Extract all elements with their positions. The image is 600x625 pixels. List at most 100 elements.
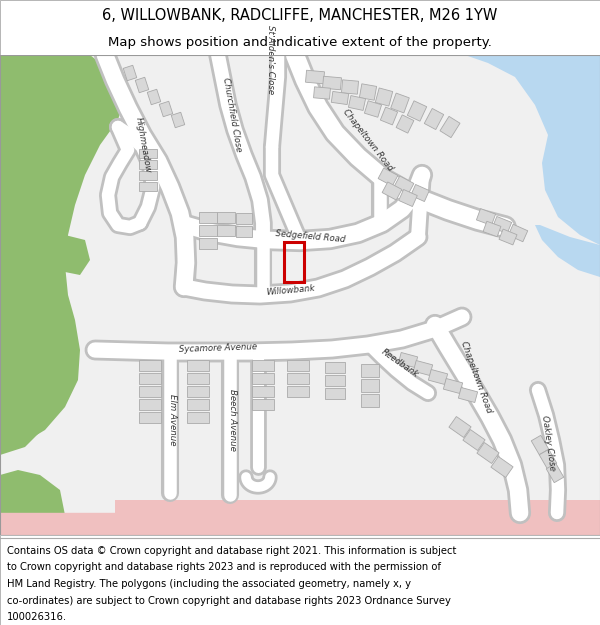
Bar <box>147 89 161 105</box>
Bar <box>139 386 161 396</box>
Bar <box>531 436 549 454</box>
Bar <box>252 359 274 371</box>
Bar <box>378 168 398 186</box>
Bar <box>187 386 209 396</box>
Bar <box>382 182 402 200</box>
Polygon shape <box>0 357 55 455</box>
Text: Sedgefield Road: Sedgefield Road <box>275 229 346 244</box>
Bar <box>139 399 161 409</box>
Bar <box>443 379 463 394</box>
Text: Beech Avenue: Beech Avenue <box>227 389 236 451</box>
Bar <box>483 221 501 237</box>
Bar <box>428 369 448 384</box>
Text: St Aiden's Close: St Aiden's Close <box>265 26 275 94</box>
Bar <box>135 78 149 92</box>
Bar <box>440 116 460 138</box>
Bar <box>424 109 444 129</box>
Bar <box>252 399 274 409</box>
Polygon shape <box>535 225 600 277</box>
Text: co-ordinates) are subject to Crown copyright and database rights 2023 Ordnance S: co-ordinates) are subject to Crown copyr… <box>7 596 451 606</box>
Bar <box>341 80 359 94</box>
Bar <box>187 399 209 409</box>
Text: Chapeltown Road: Chapeltown Road <box>341 107 395 172</box>
Bar <box>314 87 331 99</box>
Bar <box>396 115 414 133</box>
Bar <box>476 209 496 226</box>
Bar <box>499 229 517 245</box>
Bar <box>361 364 379 376</box>
Bar <box>331 91 349 104</box>
Bar <box>305 70 325 84</box>
Bar <box>491 456 513 478</box>
Bar <box>139 159 157 169</box>
Text: Elm Avenue: Elm Avenue <box>167 394 176 446</box>
Bar <box>359 84 377 100</box>
Text: Contains OS data © Crown copyright and database right 2021. This information is : Contains OS data © Crown copyright and d… <box>7 546 457 556</box>
Bar <box>284 242 304 282</box>
Bar <box>539 449 557 469</box>
Text: Churchfield Close: Churchfield Close <box>221 77 243 153</box>
Text: Oakley Close: Oakley Close <box>539 415 556 471</box>
Text: to Crown copyright and database rights 2023 and is reproduced with the permissio: to Crown copyright and database rights 2… <box>7 562 441 572</box>
Bar <box>199 224 217 236</box>
Bar <box>394 176 414 194</box>
Polygon shape <box>0 470 65 535</box>
Bar <box>398 352 418 367</box>
Bar <box>139 171 157 179</box>
Bar <box>508 224 528 242</box>
Polygon shape <box>50 235 90 275</box>
Bar <box>287 359 309 371</box>
Bar <box>463 429 485 451</box>
Bar <box>458 388 478 402</box>
Bar <box>349 96 365 111</box>
Polygon shape <box>115 500 600 513</box>
Bar <box>413 361 433 376</box>
Bar <box>199 211 217 222</box>
Bar <box>323 76 341 90</box>
Bar <box>159 101 173 117</box>
Bar <box>139 181 157 191</box>
Bar <box>361 379 379 391</box>
Bar <box>325 361 345 372</box>
Bar <box>380 107 398 125</box>
Text: Highmeadow: Highmeadow <box>134 116 152 174</box>
Bar <box>187 359 209 371</box>
Bar <box>375 88 393 106</box>
Bar <box>407 101 427 121</box>
Bar <box>493 216 512 234</box>
Polygon shape <box>0 55 125 450</box>
Text: HM Land Registry. The polygons (including the associated geometry, namely x, y: HM Land Registry. The polygons (includin… <box>7 579 411 589</box>
Bar <box>391 93 409 113</box>
Bar <box>217 211 235 222</box>
Bar <box>139 359 161 371</box>
Bar <box>325 388 345 399</box>
Bar <box>325 374 345 386</box>
Bar <box>399 189 417 206</box>
Text: Chapeltown Road: Chapeltown Road <box>459 340 493 414</box>
Bar <box>123 65 137 81</box>
Text: 100026316.: 100026316. <box>7 612 67 622</box>
Bar <box>199 238 217 249</box>
Bar <box>236 226 252 236</box>
Bar <box>252 372 274 384</box>
Bar <box>287 386 309 396</box>
Bar <box>171 112 185 128</box>
Bar <box>139 149 157 158</box>
Bar <box>187 411 209 422</box>
Bar <box>252 386 274 396</box>
Bar <box>449 416 471 437</box>
Text: 6, WILLOWBANK, RADCLIFFE, MANCHESTER, M26 1YW: 6, WILLOWBANK, RADCLIFFE, MANCHESTER, M2… <box>103 8 497 23</box>
Bar <box>361 394 379 406</box>
Bar <box>217 224 235 236</box>
Bar <box>0 513 600 535</box>
Bar <box>236 213 252 224</box>
Bar <box>411 184 429 201</box>
Text: Sycamore Avenue: Sycamore Avenue <box>179 342 257 354</box>
Bar <box>364 101 382 118</box>
Text: Willowbank: Willowbank <box>265 283 315 297</box>
Text: Map shows position and indicative extent of the property.: Map shows position and indicative extent… <box>108 36 492 49</box>
Polygon shape <box>450 55 600 245</box>
Bar <box>477 442 499 464</box>
Bar <box>287 372 309 384</box>
Bar <box>546 463 564 482</box>
